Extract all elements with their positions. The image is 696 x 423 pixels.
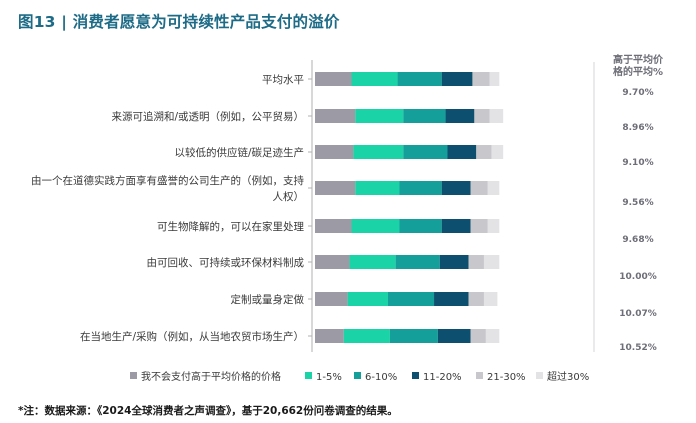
legend-swatch [412,372,419,379]
legend-label: 1-5% [316,372,342,383]
bar-segment [487,181,500,195]
legend-swatch [354,372,361,379]
bar-segment [441,219,471,233]
legend-label: 超过30% [547,370,589,383]
bar-segment [474,109,490,123]
bar-segment [403,109,446,123]
footnote: *注：数据来源：《2024全球消费者之声调查》，基于20,662份问卷调查的结果… [18,405,398,417]
side-value: 9.10% [622,158,653,168]
bar-segment [403,145,448,159]
bar-segment [355,181,400,195]
side-value: 10.07% [619,309,657,319]
legend-label: 6-10% [365,372,397,383]
category-label: 定制或量身定做 [231,293,305,306]
legend-label: 21-30% [487,372,526,383]
category-label: 来源可追溯和/或透明（例如，公平贸易） [111,110,304,123]
side-value: 9.56% [622,198,653,208]
side-header: 格的平均% [613,65,663,78]
bar-segment [315,145,354,159]
category-label: 可生物降解的，可以在家里处理 [157,220,304,233]
bar-segment [399,181,442,195]
bar-segment [315,109,356,123]
bar-segment [315,181,356,195]
chart-title: 图13 | 消费者愿意为可持续性产品支付的溢价 [18,13,340,31]
bar-segment [489,109,504,123]
side-value: 10.00% [619,272,657,282]
category-label: 平均水平 [262,74,304,86]
bar-segment [441,72,473,86]
bar-segment [355,109,404,123]
bar-segment [353,145,404,159]
legend-swatch [130,372,137,379]
bar-segment [347,292,388,306]
bar-segment [485,329,500,343]
bar-segment [399,219,442,233]
category-label: 以较低的供应链/碳足迹生产 [174,146,304,159]
bar-segment [351,72,398,86]
bar-segment [468,255,484,269]
bar-segment [470,181,488,195]
legend-swatch [476,372,483,379]
bar-segment [315,255,350,269]
bar-segment [387,292,435,306]
category-label: 由可回收、可持续或环保材料制成 [147,256,305,269]
side-value: 8.96% [622,123,653,133]
category-label: 在当地生产/采购（例如，从当地农贸市场生产） [80,330,304,343]
legend-swatch [536,372,543,379]
bar-segment [434,292,469,306]
bar-segment [445,109,475,123]
bar-segment [476,145,492,159]
side-value: 9.70% [622,88,653,98]
category-label: 由一个在道德实践方面享有盛誉的公司生产的（例如，支持 [31,174,304,187]
bar-segment [397,72,442,86]
bar-segment [349,255,396,269]
bar-segment [470,329,486,343]
bar-segment [437,329,471,343]
bar-segment [487,219,500,233]
bar-segment [489,72,500,86]
bar-segment [483,292,498,306]
side-value: 10.52% [619,343,657,353]
bar-segment [315,72,352,86]
bar-segment [315,219,352,233]
bar-segment [315,292,348,306]
bar-segment [351,219,400,233]
bar-segment [472,72,490,86]
bar-segment [447,145,477,159]
bar-segment [468,292,484,306]
bar-segment [389,329,438,343]
bar-segment [483,255,500,269]
bar-segment [395,255,440,269]
bar-segment [439,255,469,269]
side-value: 9.68% [622,235,653,245]
bar-segment [315,329,344,343]
bar-segment [470,219,488,233]
legend-label: 11-20% [423,372,462,383]
legend-swatch [305,372,312,379]
bar-segment [441,181,471,195]
side-header: 高于平均价 [613,53,664,66]
category-label: 人权） [273,190,305,203]
legend-label: 我不会支付高于平均价格的价格 [141,370,281,383]
bar-segment [491,145,504,159]
bar-segment [343,329,390,343]
